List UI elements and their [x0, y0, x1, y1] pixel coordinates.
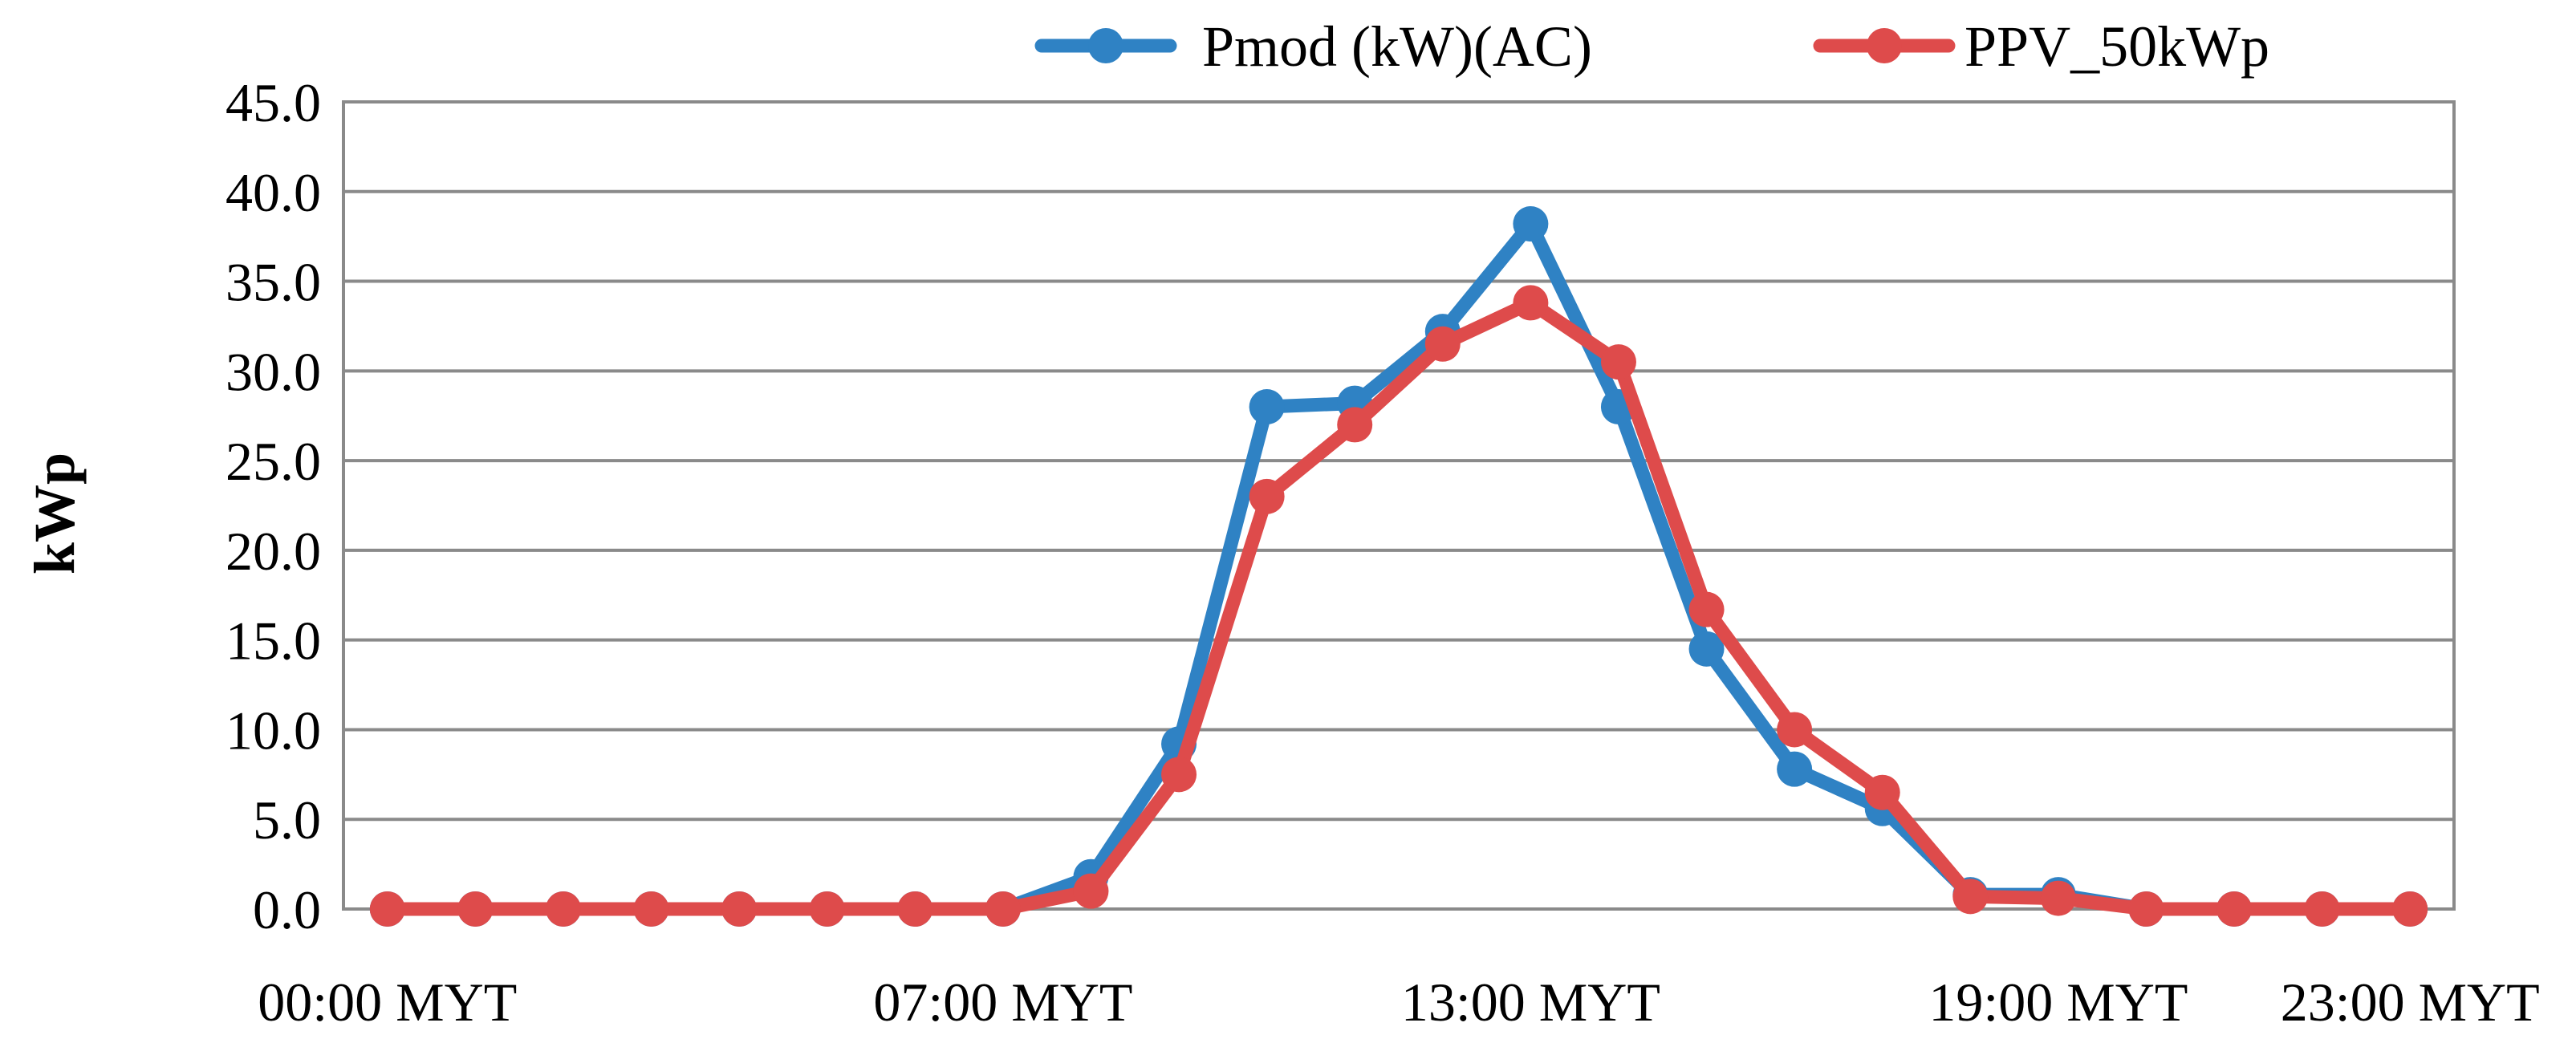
y-tick-label: 30.0 — [226, 341, 321, 402]
legend-item-1: PPV_50kWp — [1813, 14, 2269, 79]
y-tick-label: 15.0 — [226, 611, 321, 672]
data-point — [1513, 206, 1549, 242]
data-point — [721, 891, 758, 927]
series-1 — [369, 285, 2428, 927]
data-point — [2040, 880, 2076, 916]
data-point — [1337, 407, 1373, 443]
legend: Pmod (kW)(AC) PPV_50kWp — [1034, 14, 2269, 79]
data-point — [2216, 891, 2253, 927]
y-tick-label: 20.0 — [226, 521, 321, 582]
x-tick-label: 19:00 MYT — [1928, 972, 2188, 1033]
data-point — [2128, 891, 2164, 927]
y-tick-label: 35.0 — [226, 252, 321, 313]
series-line — [380, 217, 2417, 916]
data-point — [1952, 879, 1989, 915]
data-point — [369, 891, 405, 927]
plot-area-border — [342, 100, 2456, 911]
data-point — [985, 891, 1021, 927]
data-point — [1513, 285, 1549, 321]
data-point — [1864, 774, 1900, 810]
x-tick-label: 13:00 MYT — [1401, 972, 1660, 1033]
data-point — [809, 891, 845, 927]
data-point — [1073, 873, 1109, 909]
data-point — [457, 891, 494, 927]
data-point — [545, 891, 581, 927]
legend-label: PPV_50kWp — [1965, 14, 2269, 79]
legend-swatch-marker — [1088, 28, 1123, 63]
y-axis-title: kWp — [22, 453, 87, 574]
gridlines — [343, 100, 2454, 911]
data-point — [633, 891, 669, 927]
y-tick-label: 5.0 — [253, 789, 321, 850]
data-point — [2304, 891, 2340, 927]
legend-swatch-marker — [1867, 28, 1902, 63]
y-tick-label: 40.0 — [226, 162, 321, 223]
y-tick-label: 45.0 — [226, 72, 321, 133]
y-axis-tick-labels: 0.0 5.0 10.0 15.0 20.0 25.0 30.0 35.0 40.0 45.0 — [226, 72, 321, 940]
x-tick-label: 23:00 MYT — [2281, 972, 2540, 1033]
y-tick-label: 0.0 — [253, 879, 321, 940]
data-point — [897, 891, 933, 927]
data-point — [1249, 478, 1285, 514]
legend-label: Pmod (kW)(AC) — [1202, 14, 1592, 79]
y-tick-label: 10.0 — [226, 700, 321, 761]
data-point — [1424, 326, 1461, 362]
legend-item-0: Pmod (kW)(AC) — [1034, 14, 1592, 79]
data-point — [1777, 751, 1813, 787]
data-point — [2392, 891, 2428, 927]
data-point — [1249, 389, 1285, 425]
data-point — [1600, 344, 1636, 380]
data-point — [1161, 757, 1197, 793]
data-point — [1688, 631, 1725, 667]
x-axis-tick-labels: 00:00 MYT 07:00 MYT 13:00 MYT 19:00 MYT 23:0… — [258, 972, 2539, 1033]
data-point — [1688, 591, 1725, 627]
y-tick-label: 25.0 — [226, 431, 321, 492]
x-tick-label: 07:00 MYT — [873, 972, 1132, 1033]
x-tick-label: 00:00 MYT — [258, 972, 517, 1033]
series-group — [369, 206, 2428, 927]
data-point — [1777, 712, 1813, 748]
